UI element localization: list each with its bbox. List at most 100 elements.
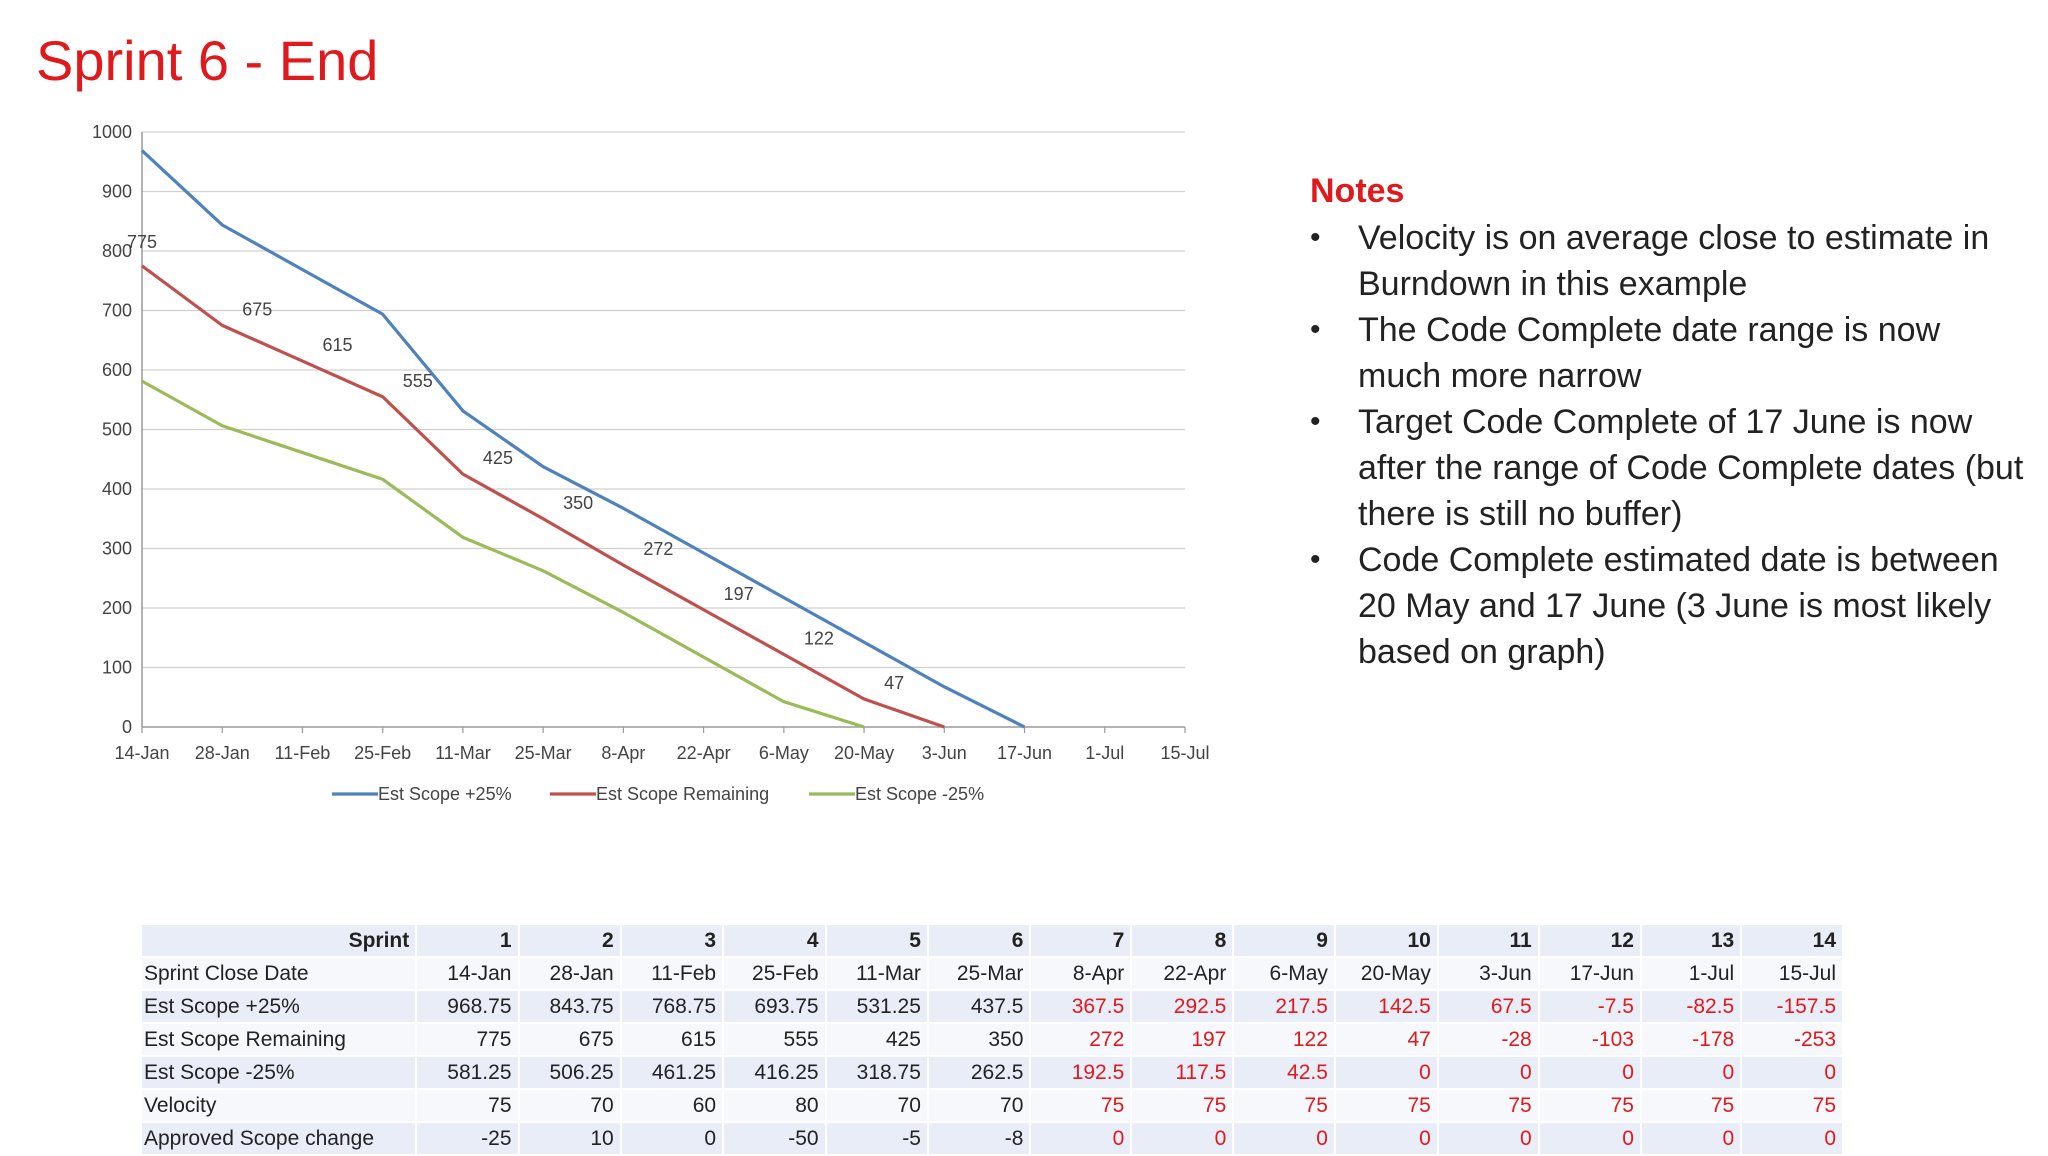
- x-tick-label: 8-Apr: [601, 743, 645, 763]
- y-tick-label: 700: [102, 301, 132, 321]
- table-cell: -50: [723, 1122, 826, 1155]
- notes-title: Notes: [1310, 172, 2030, 211]
- data-label: 675: [242, 299, 272, 319]
- table-cell: 14: [1741, 924, 1843, 957]
- table-cell: 75: [1539, 1089, 1641, 1122]
- x-tick-label: 11-Mar: [435, 743, 491, 763]
- note-item: The Code Complete date range is now much…: [1310, 307, 2030, 399]
- table-cell: 0: [1131, 1122, 1233, 1155]
- table-cell: 0: [1438, 1056, 1539, 1089]
- legend-label: Est Scope Remaining: [596, 784, 769, 804]
- table-cell: 775: [416, 1023, 518, 1056]
- table-cell: 80: [723, 1089, 826, 1122]
- legend-label: Est Scope -25%: [855, 784, 984, 804]
- table-cell: 968.75: [416, 990, 518, 1023]
- table-cell: 0: [1335, 1122, 1438, 1155]
- table-cell: 262.5: [928, 1056, 1031, 1089]
- table-cell: Sprint Close Date: [141, 957, 416, 990]
- table-cell: Est Scope +25%: [141, 990, 416, 1023]
- table-cell: 11: [1438, 924, 1539, 957]
- note-item: Target Code Complete of 17 June is now a…: [1310, 399, 2030, 537]
- table-cell: 15-Jul: [1741, 957, 1843, 990]
- table-cell: 70: [519, 1089, 621, 1122]
- table-cell: -82.5: [1641, 990, 1741, 1023]
- table-cell: -7.5: [1539, 990, 1641, 1023]
- data-label: 775: [127, 232, 157, 252]
- table-cell: 142.5: [1335, 990, 1438, 1023]
- table-cell: 22-Apr: [1131, 957, 1233, 990]
- table-cell: -178: [1641, 1023, 1741, 1056]
- table-cell: 20-May: [1335, 957, 1438, 990]
- table-cell: -28: [1438, 1023, 1539, 1056]
- y-tick-label: 300: [102, 539, 132, 559]
- table-cell: 0: [1539, 1056, 1641, 1089]
- table-cell: 192.5: [1030, 1056, 1131, 1089]
- table-cell: 6-May: [1233, 957, 1335, 990]
- data-label: 47: [884, 673, 904, 693]
- table-cell: 506.25: [519, 1056, 621, 1089]
- table-cell: 2: [519, 924, 621, 957]
- table-cell: 8-Apr: [1030, 957, 1131, 990]
- table-cell: Est Scope -25%: [141, 1056, 416, 1089]
- table-cell: 11-Mar: [826, 957, 928, 990]
- table-cell: 11-Feb: [621, 957, 723, 990]
- x-tick-label: 6-May: [759, 743, 809, 763]
- table-cell: 75: [1335, 1089, 1438, 1122]
- table-cell: 1-Jul: [1641, 957, 1741, 990]
- legend-label: Est Scope +25%: [378, 784, 512, 804]
- table-cell: 6: [928, 924, 1031, 957]
- x-tick-label: 20-May: [834, 743, 894, 763]
- table-cell: -8: [928, 1122, 1031, 1155]
- data-label: 350: [563, 493, 593, 513]
- y-tick-label: 0: [122, 717, 132, 737]
- table-cell: 0: [1641, 1056, 1741, 1089]
- table-cell: 75: [1030, 1089, 1131, 1122]
- table-cell: 531.25: [826, 990, 928, 1023]
- table-cell: 0: [1438, 1122, 1539, 1155]
- table-cell: 675: [519, 1023, 621, 1056]
- x-tick-label: 22-Apr: [677, 743, 731, 763]
- table-cell: 14-Jan: [416, 957, 518, 990]
- table-cell: 272: [1030, 1023, 1131, 1056]
- table-cell: 9: [1233, 924, 1335, 957]
- table-cell: 75: [1741, 1089, 1843, 1122]
- table-cell: 70: [826, 1089, 928, 1122]
- table-cell: 768.75: [621, 990, 723, 1023]
- table-cell: 367.5: [1030, 990, 1131, 1023]
- data-label: 555: [403, 371, 433, 391]
- table-cell: 75: [416, 1089, 518, 1122]
- series-line-0: [142, 151, 1025, 727]
- y-tick-label: 200: [102, 598, 132, 618]
- note-item: Velocity is on average close to estimate…: [1310, 215, 2030, 307]
- table-cell: 0: [1335, 1056, 1438, 1089]
- table-cell: 67.5: [1438, 990, 1539, 1023]
- table-cell: 1: [416, 924, 518, 957]
- table-cell: 4: [723, 924, 826, 957]
- table-cell: 0: [621, 1122, 723, 1155]
- table-cell: 0: [1233, 1122, 1335, 1155]
- table-cell: 60: [621, 1089, 723, 1122]
- table-cell: Approved Scope change: [141, 1122, 416, 1155]
- table-cell: 75: [1641, 1089, 1741, 1122]
- table-cell: 0: [1741, 1122, 1843, 1155]
- data-label: 197: [724, 584, 754, 604]
- table-cell: 122: [1233, 1023, 1335, 1056]
- table-cell: 0: [1539, 1122, 1641, 1155]
- y-tick-label: 600: [102, 360, 132, 380]
- table-cell: 3: [621, 924, 723, 957]
- table-cell: 0: [1030, 1122, 1131, 1155]
- x-tick-label: 25-Mar: [515, 743, 572, 763]
- table-cell: 75: [1438, 1089, 1539, 1122]
- y-tick-label: 900: [102, 182, 132, 202]
- series-line-2: [142, 381, 864, 727]
- table-cell: 615: [621, 1023, 723, 1056]
- table-cell: 75: [1131, 1089, 1233, 1122]
- data-label: 425: [483, 448, 513, 468]
- table-cell: 8: [1131, 924, 1233, 957]
